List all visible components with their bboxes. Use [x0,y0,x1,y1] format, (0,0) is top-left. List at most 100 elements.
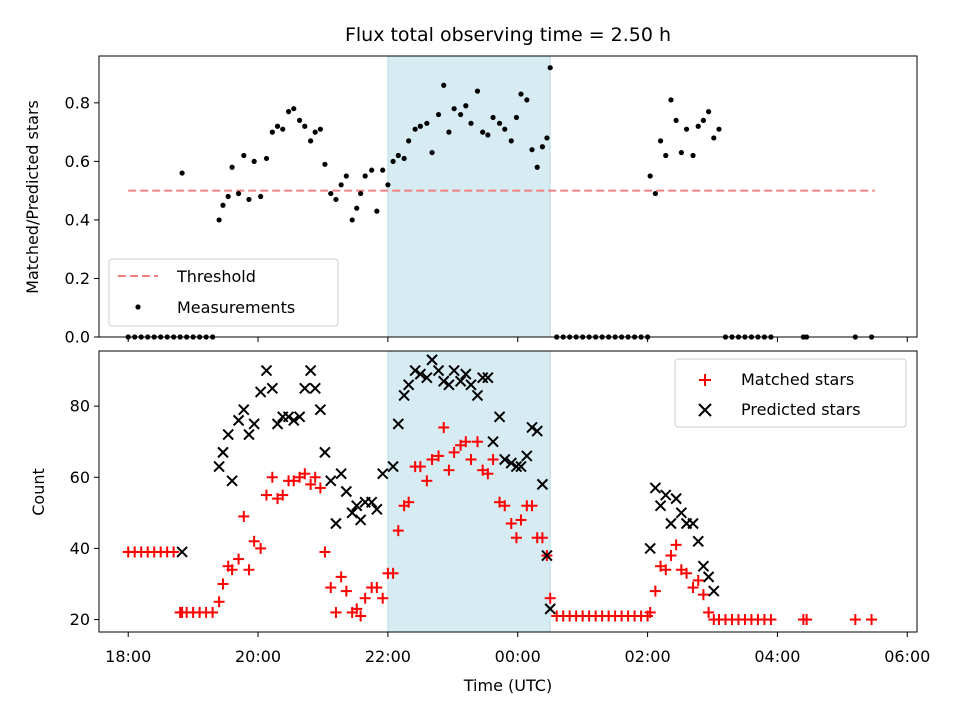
predicted-star-point [541,549,553,562]
legend-predicted-label: Predicted stars [741,400,861,419]
matched-star-point [433,450,445,462]
observing-window-shade-top [387,55,551,338]
top-ytick-label: 0.2 [65,269,90,288]
x-axis-label: Time (UTC) [463,676,552,695]
top-legend-box [108,258,339,327]
predicted-star-point [213,460,225,473]
matched-star-point [487,453,499,465]
matched-star-point [703,606,715,618]
matched-star-point [544,592,556,604]
measurement-point [678,149,684,156]
measurement-point [524,97,530,103]
matched-star-point [536,532,548,544]
predicted-star-point [536,478,549,491]
measurement-point [322,161,328,167]
matched-star-point [644,606,656,618]
predicted-star-point [454,375,467,387]
measurement-point [229,164,235,170]
predicted-star-point [515,460,527,473]
predicted-star-point [665,517,677,530]
bottom-y-axis-label: Count [29,468,48,516]
matched-star-point [305,478,317,490]
matched-star-point [325,582,337,594]
matched-star-point [255,542,267,554]
measurement-point [673,117,679,123]
measurement-point [235,190,242,197]
matched-star-point [482,468,494,480]
measurement-point [417,123,423,129]
measurement-point [502,126,508,132]
matched-stars-group [122,421,878,626]
matched-star-point [649,585,661,597]
predicted-star-point [505,457,517,469]
bottom-axes-frame [98,350,918,633]
matched-star-point [226,564,238,576]
measurement-point [390,158,396,164]
predicted-star-point [314,403,327,416]
matched-star-point [248,535,260,547]
matched-star-point [330,606,342,618]
measurement-point [513,114,520,121]
bottom-ytick-label: 80 [70,397,90,416]
measurement-point [435,111,442,118]
predicted-star-point [708,585,720,597]
measurement-point [529,147,535,153]
measurement-point [338,182,344,188]
measurement-point [225,193,231,200]
matched-star-point [471,436,483,448]
measurement-point [668,97,674,103]
bottom-legend: Matched stars Predicted stars [674,358,907,428]
predicted-star-point [254,386,267,398]
measurement-point [412,126,418,132]
predicted-star-point [697,560,710,572]
matched-star-point [260,489,272,501]
predicted-star-point [644,542,656,555]
matched-star-point [526,500,538,512]
matched-star-point [314,482,326,494]
measurement-point [308,138,314,144]
predicted-star-point [340,485,353,498]
predicted-star-point [499,453,511,466]
matched-star-point [692,574,704,586]
measurement-point [663,152,669,159]
predicted-star-point [544,603,556,615]
matched-star-point [355,610,367,622]
bottom-panel: 20 40 60 80 18:00 20:00 22:00 00:00 02:00 04:00 0… [29,350,930,695]
predicted-star-point [335,468,347,480]
matched-star-point [438,421,450,433]
bottom-ytick-label: 20 [70,610,90,629]
predicted-star-point [421,371,433,384]
measurement-point [220,202,226,208]
predicted-star-point [288,414,300,427]
predicted-star-point [476,371,489,384]
matched-star-point [266,471,278,483]
matched-star-point [340,585,352,597]
matched-star-point [849,614,861,626]
matched-star-point [309,471,321,483]
legend-matched-label: Matched stars [741,370,854,389]
chart-title: Flux total observing time = 2.50 h [345,24,671,46]
measurement-point [302,123,308,129]
matched-star-point [217,578,229,590]
matched-star-point [414,461,426,473]
top-measurements-group [125,65,875,340]
measurement-point [179,170,185,176]
matched-star-point [505,518,517,530]
predicted-star-point [330,517,342,530]
matched-star-point [510,532,522,544]
matched-star-point [866,614,878,626]
predicted-star-point [299,382,311,395]
measurement-point [695,123,701,129]
matched-star-point [426,453,438,465]
measurement-point [285,109,292,115]
measurement-point [463,103,469,109]
measurement-point [312,129,318,135]
measurement-point [480,129,486,135]
matched-star-point [448,446,460,458]
matched-star-point [670,539,682,551]
bottom-ytick-label: 60 [70,468,90,487]
measurement-point [657,138,664,144]
bottom-ytick-label: 40 [70,539,90,558]
predicted-star-point [692,535,704,548]
predicted-star-point [493,411,506,423]
